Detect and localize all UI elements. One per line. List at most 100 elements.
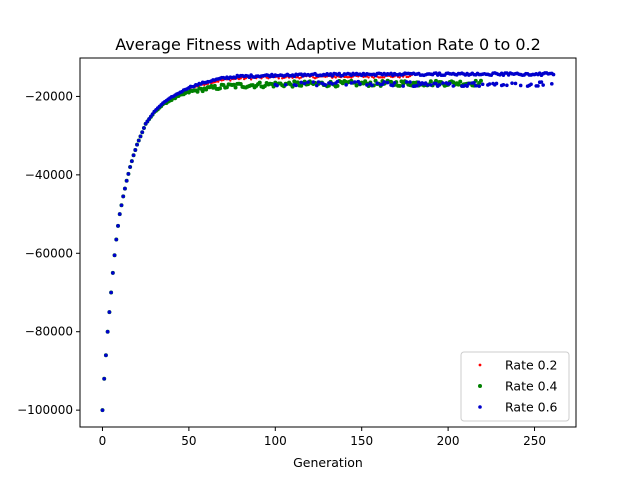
data-point <box>335 83 340 88</box>
data-point <box>370 83 374 88</box>
data-point <box>451 84 456 88</box>
data-point <box>437 83 442 87</box>
data-point <box>100 408 105 412</box>
data-point <box>105 329 110 334</box>
data-point <box>401 84 405 88</box>
data-point <box>116 224 120 228</box>
data-point <box>551 72 556 77</box>
y-tick-label: −60000 <box>25 246 73 260</box>
legend-label: Rate 0.6 <box>505 400 558 415</box>
data-point <box>456 82 461 87</box>
data-point <box>344 83 348 87</box>
data-point <box>429 83 433 87</box>
data-point <box>102 376 106 381</box>
x-axis-label: Generation <box>293 455 363 470</box>
data-point <box>109 290 113 295</box>
data-point <box>494 81 499 86</box>
data-point <box>441 81 445 85</box>
data-point <box>233 85 238 90</box>
data-point <box>295 80 300 85</box>
legend-marker <box>478 405 482 409</box>
data-point <box>478 78 483 83</box>
data-point <box>448 81 452 86</box>
data-point <box>375 81 380 86</box>
data-point <box>217 80 220 83</box>
data-point <box>277 77 280 80</box>
data-point <box>195 89 200 94</box>
y-tick-label: −80000 <box>25 325 73 339</box>
data-point <box>381 76 384 79</box>
data-point <box>117 212 122 216</box>
data-point <box>352 80 357 84</box>
series-points <box>100 78 483 413</box>
data-point <box>114 237 119 242</box>
data-point <box>119 203 124 208</box>
x-tick-label: 100 <box>264 434 287 448</box>
data-point <box>539 80 544 84</box>
legend-marker <box>478 384 482 388</box>
data-point <box>404 80 409 84</box>
legend-label: Rate 0.2 <box>505 358 558 373</box>
data-point <box>128 165 132 169</box>
data-point <box>142 126 146 130</box>
data-point <box>472 80 476 85</box>
data-point <box>335 79 340 84</box>
data-point <box>477 84 482 88</box>
data-point <box>326 83 331 88</box>
data-point <box>379 76 382 79</box>
legend: Rate 0.2 Rate 0.4 Rate 0.6 <box>460 351 570 422</box>
plot-frame <box>79 57 577 428</box>
data-point <box>487 82 492 86</box>
data-point <box>299 80 304 85</box>
series-points <box>100 71 556 412</box>
data-point <box>124 178 129 183</box>
data-point <box>513 81 518 86</box>
data-point <box>541 83 545 87</box>
data-point <box>140 130 145 134</box>
data-point <box>257 80 262 85</box>
data-point <box>296 76 299 79</box>
x-tick-label: 0 <box>99 434 107 448</box>
x-tick-label: 200 <box>437 434 460 448</box>
data-point <box>238 81 243 86</box>
data-point <box>473 83 478 88</box>
data-point <box>283 82 288 87</box>
y-tick-label: −40000 <box>25 168 73 182</box>
legend-entries: Rate 0.2 Rate 0.4 Rate 0.6 <box>478 358 558 415</box>
data-point <box>131 153 136 158</box>
data-point <box>104 353 108 358</box>
data-point <box>275 83 279 88</box>
data-point <box>323 83 328 87</box>
data-point <box>135 142 139 147</box>
data-point <box>350 76 353 79</box>
data-point <box>262 83 267 88</box>
data-point <box>224 85 229 90</box>
data-point <box>133 148 138 152</box>
x-tick-label: 150 <box>350 434 373 448</box>
data-point <box>391 83 395 88</box>
data-point <box>311 80 316 84</box>
data-point <box>136 138 141 143</box>
legend-marker <box>478 363 482 367</box>
data-point <box>316 80 321 84</box>
axis-ticks: 0 50 100 150 200 250 −100000 −80000 −60000 −40000… <box>17 89 546 448</box>
data-point <box>112 253 117 258</box>
data-point <box>529 82 533 87</box>
data-point <box>397 83 402 88</box>
data-point <box>467 81 471 86</box>
data-point <box>334 76 337 79</box>
data-point <box>428 79 433 84</box>
data-point <box>382 80 386 84</box>
series-points <box>101 73 414 412</box>
chart-title: Average Fitness with Adaptive Mutation R… <box>115 35 541 54</box>
data-point <box>138 134 143 139</box>
data-point <box>126 172 131 176</box>
x-tick-label: 250 <box>523 434 546 448</box>
data-point <box>217 86 222 91</box>
data-point <box>372 76 375 79</box>
data-point <box>229 79 232 82</box>
data-point <box>249 78 253 81</box>
data-point <box>294 83 298 88</box>
data-point <box>365 83 369 87</box>
data-point <box>121 194 126 199</box>
